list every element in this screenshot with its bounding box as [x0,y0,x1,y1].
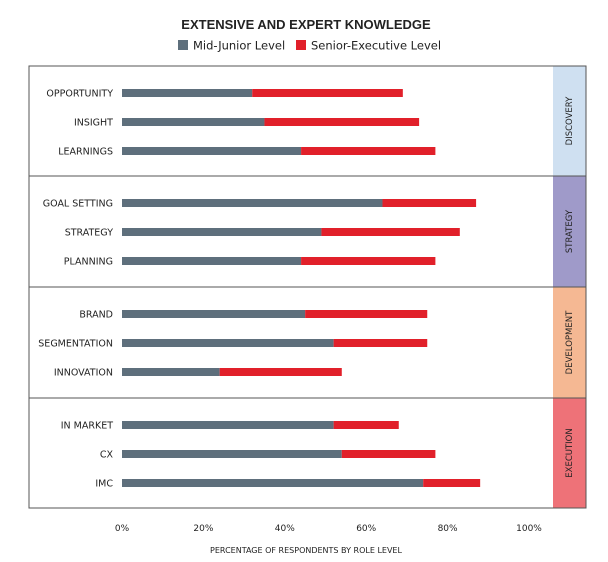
group-strip-development [553,287,586,398]
bar-senior-executive-planning [301,257,436,265]
category-label-imc: IMC [95,479,113,490]
bar-mid-junior-learnings [122,147,302,155]
bar-mid-junior-goal-setting [122,199,383,207]
category-label-opportunity: OPPORTUNITY [46,89,113,100]
bar-senior-executive-opportunity [252,89,403,97]
category-label-brand: BRAND [79,310,113,321]
bar-mid-junior-segmentation [122,339,334,347]
group-label-development: DEVELOPMENT [565,310,575,374]
x-axis-title: PERCENTAGE OF RESPONDENTS BY ROLE LEVEL [210,546,402,555]
category-label-goal-setting: GOAL SETTING [43,199,113,210]
category-label-learnings: LEARNINGS [58,147,113,158]
group-strip-strategy [553,176,586,287]
group-label-strategy: STRATEGY [565,209,575,253]
bar-senior-executive-brand [305,310,428,318]
group-strip-execution [553,398,586,508]
legend: Mid-Junior Level Senior-Executive Level [178,39,441,53]
bar-mid-junior-planning [122,257,302,265]
bar-senior-executive-strategy [321,228,460,236]
bar-mid-junior-innovation [122,368,220,376]
bar-senior-executive-in-market [333,421,399,429]
x-axis-ticks: 0% 20% 40% 60% 80% 100% [115,524,542,534]
category-label-insight: INSIGHT [74,118,113,129]
x-tick-label-100: 100% [516,524,542,534]
legend-swatch-mid-junior [178,40,188,50]
bar-senior-executive-goal-setting [382,199,477,207]
x-tick-label-20: 20% [193,524,213,534]
bar-mid-junior-strategy [122,228,322,236]
legend-label-mid-junior: Mid-Junior Level [193,39,285,53]
bar-senior-executive-cx [341,450,436,458]
bar-senior-executive-imc [423,479,481,487]
chart-title: EXTENSIVE AND EXPERT KNOWLEDGE [181,17,431,32]
bar-mid-junior-cx [122,450,342,458]
x-tick-label-0: 0% [115,524,130,534]
category-label-in-market: IN MARKET [61,421,113,432]
bar-mid-junior-imc [122,479,424,487]
group-label-execution: EXECUTION [565,428,575,477]
bars [122,89,481,487]
category-label-planning: PLANNING [64,257,113,268]
bar-mid-junior-opportunity [122,89,253,97]
bar-senior-executive-innovation [219,368,342,376]
bar-mid-junior-brand [122,310,306,318]
bar-senior-executive-learnings [301,147,436,155]
bar-senior-executive-insight [264,118,420,126]
bar-mid-junior-in-market [122,421,334,429]
x-tick-label-80: 80% [438,524,458,534]
category-label-cx: CX [100,450,114,461]
category-label-segmentation: SEGMENTATION [38,339,113,350]
x-tick-label-60: 60% [356,524,376,534]
category-labels: OPPORTUNITY INSIGHT LEARNINGS GOAL SETTING S… [38,89,113,490]
legend-label-senior-executive: Senior-Executive Level [311,39,441,53]
group-strip-discovery [553,66,586,176]
x-tick-label-40: 40% [275,524,295,534]
bar-senior-executive-segmentation [333,339,428,347]
group-panels: DISCOVERY STRATEGY DEVELOPMENT EXECUTION [28,65,587,509]
group-label-discovery: DISCOVERY [565,96,575,145]
category-label-strategy: STRATEGY [65,228,114,239]
legend-swatch-senior-executive [296,40,306,50]
category-label-innovation: INNOVATION [54,368,113,379]
bar-mid-junior-insight [122,118,265,126]
